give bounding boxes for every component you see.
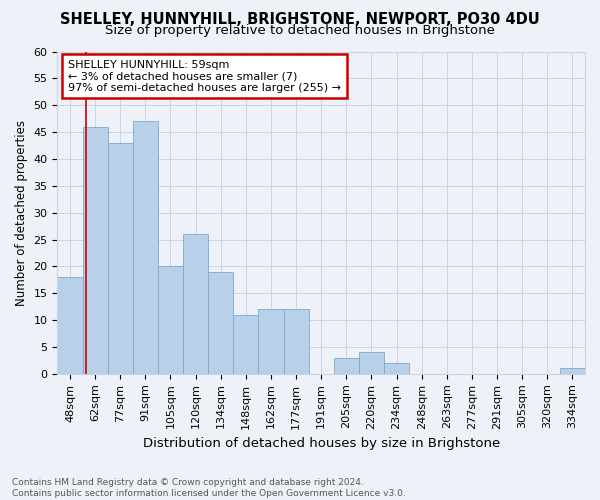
Text: SHELLEY HUNNYHILL: 59sqm
← 3% of detached houses are smaller (7)
97% of semi-det: SHELLEY HUNNYHILL: 59sqm ← 3% of detache… — [68, 60, 341, 93]
X-axis label: Distribution of detached houses by size in Brighstone: Distribution of detached houses by size … — [143, 437, 500, 450]
Bar — [208, 272, 233, 374]
Bar — [183, 234, 208, 374]
Bar — [158, 266, 183, 374]
Text: SHELLEY, HUNNYHILL, BRIGHSTONE, NEWPORT, PO30 4DU: SHELLEY, HUNNYHILL, BRIGHSTONE, NEWPORT,… — [60, 12, 540, 28]
Y-axis label: Number of detached properties: Number of detached properties — [15, 120, 28, 306]
Bar — [58, 277, 83, 374]
Bar — [107, 143, 133, 374]
Bar — [334, 358, 359, 374]
Bar — [560, 368, 585, 374]
Text: Contains HM Land Registry data © Crown copyright and database right 2024.
Contai: Contains HM Land Registry data © Crown c… — [12, 478, 406, 498]
Text: Size of property relative to detached houses in Brighstone: Size of property relative to detached ho… — [105, 24, 495, 37]
Bar — [359, 352, 384, 374]
Bar — [284, 310, 308, 374]
Bar — [259, 310, 284, 374]
Bar — [133, 122, 158, 374]
Bar — [233, 314, 259, 374]
Bar — [384, 363, 409, 374]
Bar — [83, 126, 107, 374]
